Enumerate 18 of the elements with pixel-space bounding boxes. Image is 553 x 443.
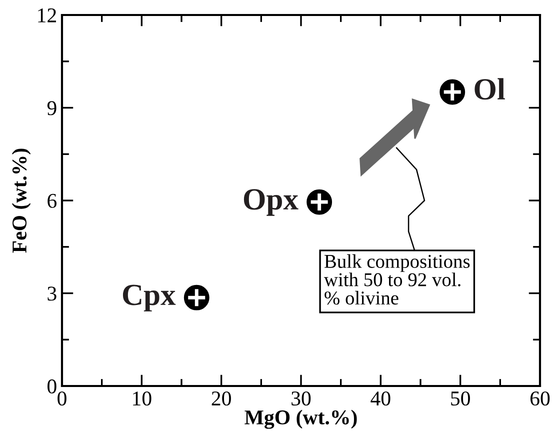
y-tick-label: 3 [48,286,56,301]
x-tick-label: 10 [133,391,152,406]
annotation: Cpx [122,284,176,312]
x-tick-label: 30 [292,391,311,406]
x-axis-title: MgO (wt.%) [244,410,357,429]
annotation: Opx [244,189,298,216]
annotation: Bulk compositions with 50 to 92 vol. % olivine [324,254,470,305]
x-tick-label: 60 [530,391,550,406]
x-tick-label: 0 [58,391,66,406]
y-tick-label: 9 [47,101,56,116]
y-tick-label: 6 [48,194,57,208]
x-tick-label: 40 [370,391,390,406]
y-tick-label: 0 [48,379,56,394]
annotation: Ol [474,78,505,100]
x-tick-label: 20 [212,391,231,406]
x-tick-label: 50 [451,391,470,406]
y-axis-title: FeO (wt.%) [12,148,31,253]
y-tick-label: 12 [38,8,56,22]
